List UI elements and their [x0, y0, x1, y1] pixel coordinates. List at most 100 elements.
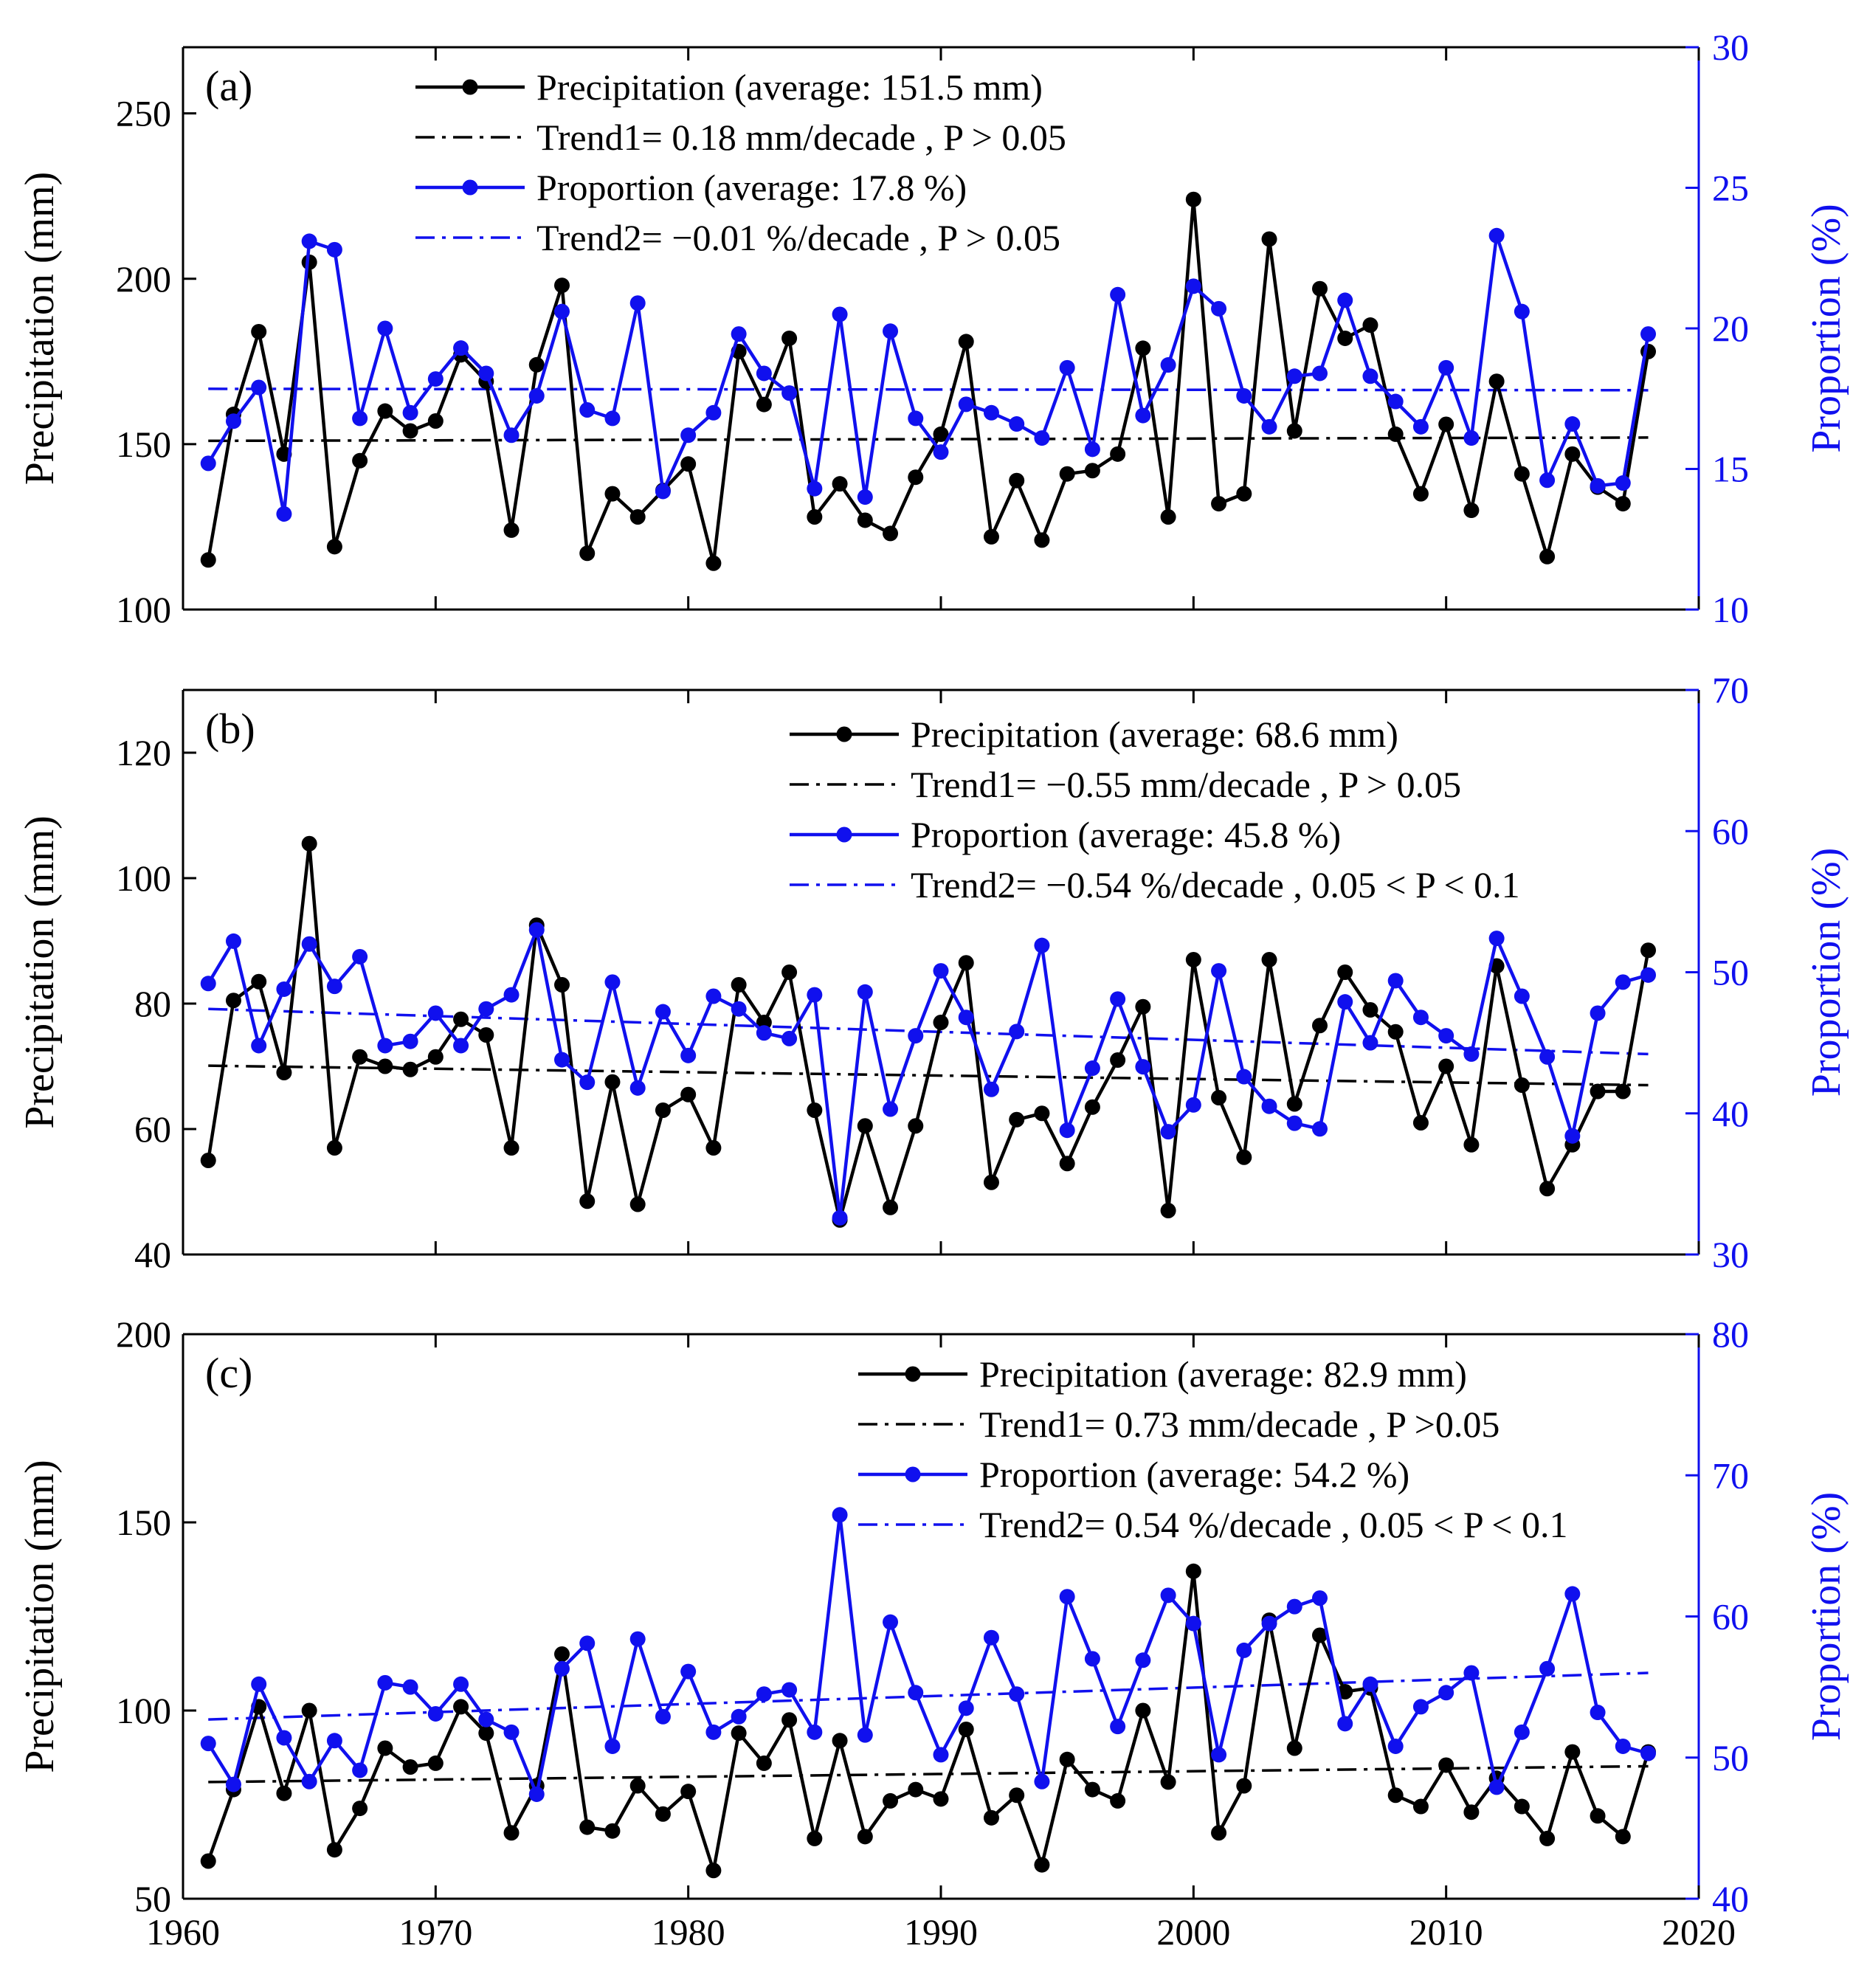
precipitation-point: [276, 1065, 292, 1080]
precipitation-point: [807, 1830, 823, 1846]
proportion-point: [1034, 1773, 1050, 1789]
legend-marker: [836, 726, 852, 742]
precipitation-point: [478, 1725, 494, 1742]
precipitation-point: [528, 356, 545, 373]
precipitation-point: [604, 486, 621, 502]
precipitation-point: [402, 1759, 418, 1775]
precipitation-point: [1387, 426, 1404, 442]
y-left-tick-label: 200: [116, 1314, 171, 1355]
precipitation-point: [1337, 330, 1353, 346]
proportion-point: [857, 1727, 873, 1743]
precipitation-point: [1160, 1774, 1176, 1790]
y-right-tick-label: 40: [1712, 1878, 1749, 1919]
legend-label: Trend1= 0.73 mm/decade , P >0.05: [979, 1404, 1500, 1445]
legend-label: Trend2= −0.01 %/decade , P > 0.05: [536, 217, 1060, 258]
precipitation-point: [453, 1699, 469, 1715]
precipitation-point: [377, 403, 393, 419]
precipitation-point: [352, 1801, 368, 1817]
precipitation-point: [1387, 1024, 1404, 1040]
precipitation-point: [1615, 496, 1631, 512]
proportion-point: [1640, 967, 1657, 983]
proportion-point: [1412, 1699, 1429, 1715]
precipitation-point: [908, 469, 924, 486]
y-right-tick-label: 10: [1712, 589, 1749, 630]
precipitation-point: [1312, 280, 1328, 297]
proportion-point: [326, 979, 342, 995]
proportion-point: [1185, 278, 1201, 294]
precipitation-point: [1337, 1684, 1353, 1699]
proportion-point: [1387, 1738, 1404, 1754]
proportion-point: [503, 1724, 520, 1740]
proportion-point: [225, 413, 241, 429]
proportion-point: [629, 295, 646, 311]
proportion-point: [554, 1660, 570, 1677]
precipitation-point: [200, 552, 216, 568]
legend-label: Proportion (average: 54.2 %): [979, 1454, 1409, 1495]
y-left-tick-label: 250: [116, 93, 171, 134]
precipitation-point: [958, 334, 974, 350]
proportion-point: [1059, 1122, 1075, 1139]
legend-label: Trend1= −0.55 mm/decade , P > 0.05: [911, 764, 1461, 805]
proportion-point: [807, 987, 823, 1003]
precipitation-point: [857, 1118, 873, 1134]
precipitation-point: [731, 1725, 747, 1742]
precipitation-point: [402, 423, 418, 439]
proportion-point: [1135, 1652, 1151, 1668]
precipitation-point: [807, 1102, 823, 1118]
proportion-point: [1034, 937, 1050, 953]
proportion-point: [1337, 292, 1353, 308]
proportion-point: [1211, 300, 1227, 317]
precipitation-point: [933, 1015, 949, 1030]
proportion-point: [958, 1700, 974, 1716]
proportion-point: [1211, 963, 1227, 979]
precipitation-point: [1009, 1787, 1025, 1804]
proportion-point: [377, 1674, 393, 1691]
precipitation-point: [1387, 1787, 1404, 1804]
precipitation-point: [1463, 1136, 1480, 1153]
proportion-point: [1640, 1745, 1657, 1761]
proportion-point: [1640, 326, 1657, 342]
proportion-point: [933, 963, 949, 979]
proportion-point: [983, 1629, 999, 1646]
y-left-title: Precipitation (mm): [17, 815, 63, 1129]
x-tick-label: 2000: [1156, 1911, 1230, 1953]
precipitation-point: [883, 1199, 899, 1215]
legend-label: Proportion (average: 17.8 %): [536, 167, 967, 208]
proportion-point: [1185, 1615, 1201, 1632]
proportion-point: [1362, 1035, 1378, 1051]
proportion-line: [207, 1513, 1649, 1796]
precipitation-point: [1135, 998, 1151, 1015]
precipitation-point: [680, 1784, 697, 1800]
proportion-point: [352, 948, 368, 964]
y-right-tick-label: 70: [1712, 1454, 1749, 1496]
proportion-point: [781, 1030, 798, 1046]
proportion-point: [503, 427, 520, 443]
y-right-tick-label: 60: [1712, 1596, 1749, 1637]
precipitation-point: [604, 1823, 621, 1839]
proportion-point: [453, 1038, 469, 1054]
x-tick-label: 2020: [1662, 1911, 1736, 1953]
precipitation-point: [1059, 1156, 1075, 1172]
proportion-point: [1034, 430, 1050, 446]
proportion-point: [731, 1001, 747, 1017]
proportion-point: [1337, 1716, 1353, 1732]
proportion-point: [629, 1080, 646, 1096]
precipitation-point: [781, 1712, 798, 1728]
proportion-point: [554, 1052, 570, 1068]
precipitation-point: [1236, 486, 1252, 502]
precipitation-point: [1185, 191, 1201, 207]
proportion-point: [756, 1025, 772, 1041]
proportion-point: [1236, 1642, 1252, 1658]
precipitation-point: [579, 1193, 596, 1209]
proportion-point: [1110, 286, 1126, 303]
proportion-point: [1590, 1705, 1606, 1721]
proportion-point: [604, 974, 621, 990]
proportion-point: [807, 480, 823, 497]
precipitation-point: [1059, 1751, 1075, 1767]
proportion-point: [200, 1736, 216, 1752]
precipitation-point: [1110, 446, 1126, 462]
precipitation-point: [1514, 466, 1530, 482]
trend1-line: [208, 1764, 1649, 1784]
y-right-title: Proportion (%): [1804, 1492, 1849, 1742]
y-right-tick-label: 80: [1712, 1314, 1749, 1355]
